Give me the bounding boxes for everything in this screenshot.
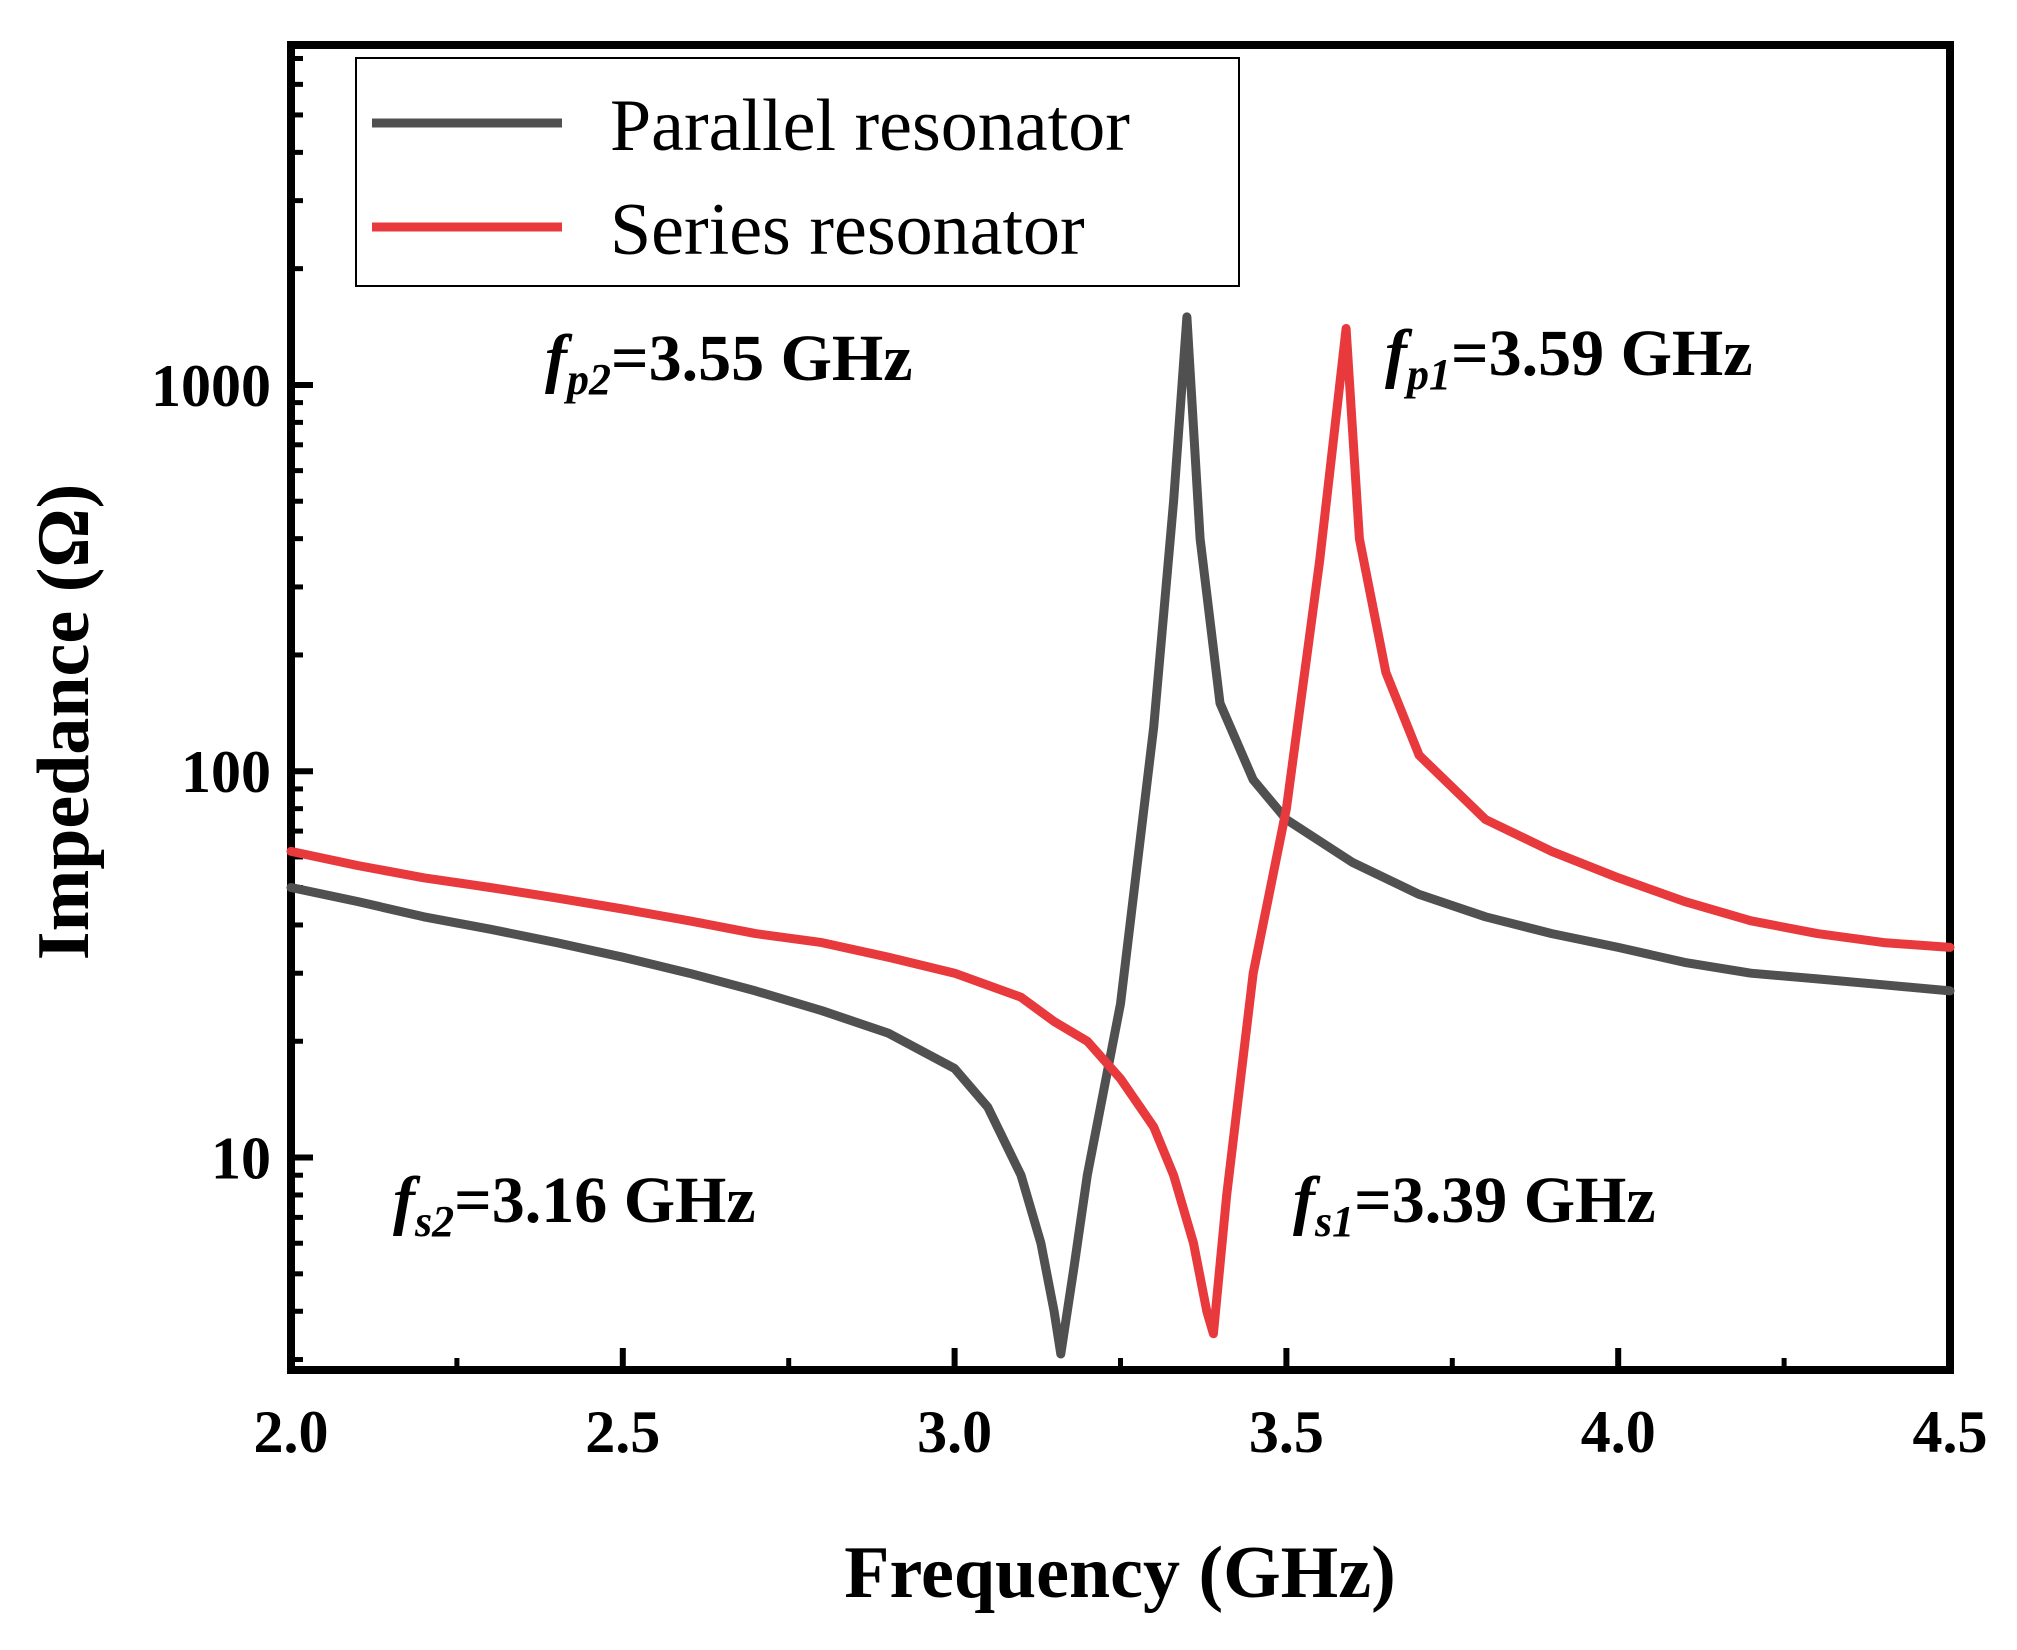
- x-tick-label: 3.5: [1249, 1399, 1324, 1465]
- x-tick-label: 3.0: [917, 1399, 992, 1465]
- series-line-parallel: [286, 312, 1955, 1359]
- legend: Parallel resonator Series resonator: [355, 57, 1240, 287]
- x-tick-label: 4.0: [1581, 1399, 1656, 1465]
- annotation-fs1: fs1=3.39 GHz: [1293, 1164, 1656, 1246]
- y-tick-label: 1000: [151, 353, 271, 419]
- legend-label-series: Series resonator: [610, 189, 1085, 271]
- x-axis-ticks: 2.0 2.5 3.0 3.5 4.0 4.5: [254, 1348, 1988, 1465]
- legend-box: [355, 57, 1240, 287]
- x-tick-label: 4.5: [1913, 1399, 1988, 1465]
- y-axis-title: Impedance (Ω): [23, 484, 105, 960]
- x-tick-label: 2.0: [254, 1399, 329, 1465]
- y-tick-label: 100: [181, 739, 271, 805]
- y-axis-ticks: 10 100 1000: [151, 55, 313, 1363]
- legend-label-parallel: Parallel resonator: [610, 85, 1130, 167]
- y-tick-label: 10: [211, 1126, 271, 1192]
- annotation-fp2: fp2=3.55 GHz: [545, 322, 913, 404]
- annotation-fs2: fs2=3.16 GHz: [393, 1164, 756, 1246]
- series-line-series: [286, 324, 1955, 1339]
- x-tick-label: 2.5: [585, 1399, 660, 1465]
- x-axis-title: Frequency (GHz): [844, 1532, 1395, 1614]
- series-layer: [286, 312, 1955, 1359]
